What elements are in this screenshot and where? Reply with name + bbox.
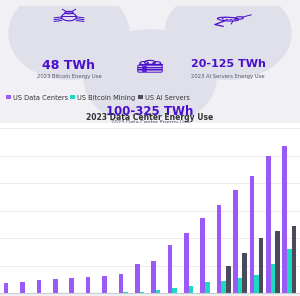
Ellipse shape: [165, 0, 291, 79]
Bar: [118, 274, 123, 293]
Ellipse shape: [9, 0, 129, 79]
Text: 2023 Data Center Energy Use: 2023 Data Center Energy Use: [111, 120, 189, 125]
Bar: [287, 249, 292, 293]
Bar: [242, 253, 247, 293]
Bar: [135, 264, 140, 293]
Bar: [156, 290, 160, 293]
Bar: [172, 287, 177, 293]
Bar: [271, 264, 275, 293]
Bar: [189, 286, 193, 293]
Bar: [292, 226, 296, 293]
Bar: [275, 231, 280, 293]
Bar: [217, 205, 221, 293]
Bar: [53, 279, 58, 293]
Bar: [238, 278, 242, 293]
Bar: [266, 156, 271, 293]
Text: 20-125 TWh: 20-125 TWh: [190, 59, 266, 69]
Bar: [37, 280, 41, 293]
Bar: [283, 146, 287, 293]
Bar: [168, 245, 172, 293]
Bar: [233, 190, 238, 293]
Bar: [205, 282, 210, 293]
Bar: [184, 233, 189, 293]
Legend: US Data Centers, US Bitcoin Mining, US AI Servers: US Data Centers, US Bitcoin Mining, US A…: [3, 92, 192, 103]
Bar: [250, 176, 254, 293]
Bar: [123, 292, 128, 293]
Bar: [254, 275, 259, 293]
Text: 2023 AI Servers Energy Use: 2023 AI Servers Energy Use: [191, 74, 265, 79]
Bar: [221, 281, 226, 293]
Ellipse shape: [84, 30, 216, 126]
Bar: [102, 276, 107, 293]
Text: 48 TWh: 48 TWh: [43, 59, 95, 72]
Bar: [140, 292, 144, 293]
Title: 2023 Data Center Energy Use: 2023 Data Center Energy Use: [86, 113, 214, 122]
Bar: [86, 276, 90, 293]
Text: 2023 Bitcoin Energy Use: 2023 Bitcoin Energy Use: [37, 74, 101, 79]
Bar: [200, 218, 205, 293]
Bar: [226, 266, 231, 293]
Bar: [20, 281, 25, 293]
Bar: [151, 261, 156, 293]
Bar: [4, 284, 8, 293]
Bar: [259, 238, 263, 293]
Text: 100-325 TWh: 100-325 TWh: [106, 105, 194, 118]
Bar: [69, 278, 74, 293]
